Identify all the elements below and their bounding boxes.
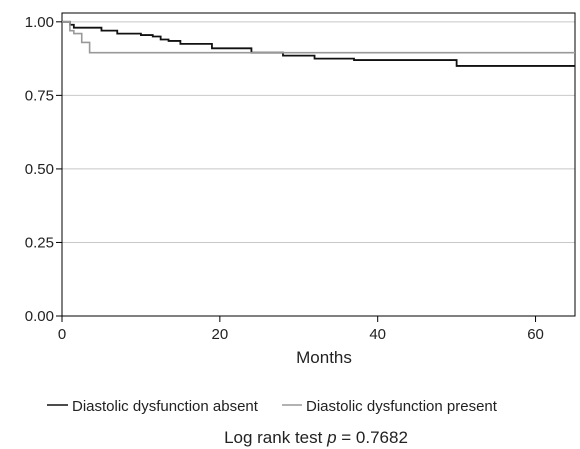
y-tick-label: 0.25	[25, 234, 54, 251]
legend-label-absent: Diastolic dysfunction absent	[72, 398, 259, 415]
y-tick-label: 0.50	[25, 161, 54, 178]
footnote-suffix: = 0.7682	[337, 428, 408, 447]
x-axis-title: Months	[296, 348, 352, 367]
y-tick-label: 1.00	[25, 14, 54, 31]
y-axis: 0.00 0.25 0.50 0.75 1.00	[25, 14, 62, 325]
legend: Diastolic dysfunction absent Diastolic d…	[47, 398, 498, 415]
plot-area-frame	[61, 12, 576, 317]
x-tick-label: 60	[527, 326, 544, 343]
series-line-absent	[62, 20, 575, 67]
footnote-prefix: Log rank test	[224, 428, 327, 447]
y-tick-label: 0.75	[25, 87, 54, 104]
log-rank-footnote: Log rank test p = 0.7682	[224, 428, 408, 447]
legend-label-present: Diastolic dysfunction present	[306, 398, 498, 415]
x-axis: 0 20 40 60	[58, 316, 544, 343]
series-line-present	[62, 21, 575, 54]
x-tick-label: 40	[369, 326, 386, 343]
x-tick-label: 0	[58, 326, 66, 343]
x-tick-label: 20	[212, 326, 229, 343]
series-lines	[62, 20, 575, 67]
footnote-p-symbol: p	[326, 428, 336, 447]
y-tick-label: 0.00	[25, 308, 54, 325]
